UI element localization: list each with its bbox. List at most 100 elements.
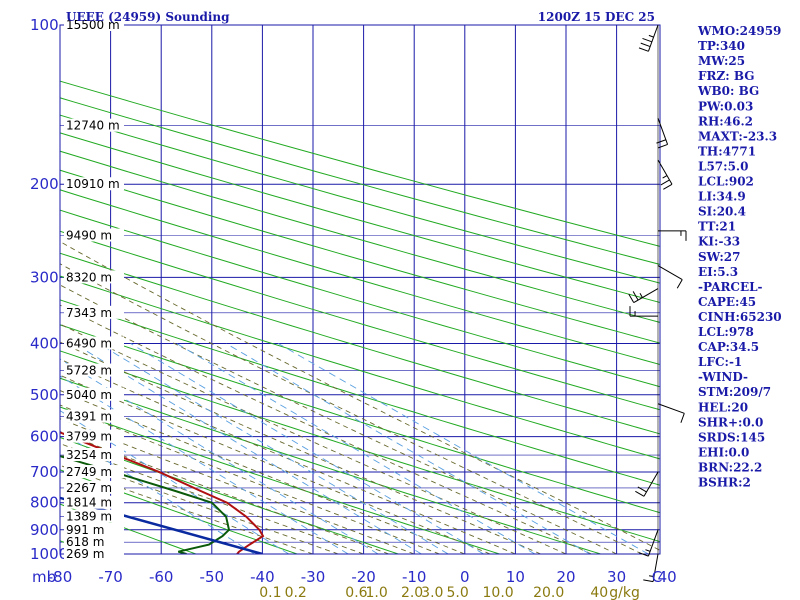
index-line: WMO:24959: [697, 24, 781, 38]
height-label-background: [64, 522, 124, 536]
dry-adiabat-line: [60, 189, 660, 366]
index-line: BSHR:2: [698, 476, 751, 490]
index-line: MAXT:-23.3: [698, 129, 777, 143]
temperature-tick-label: -60: [149, 568, 174, 586]
parcel-path-line: [60, 496, 263, 554]
wind-barb: [657, 403, 685, 423]
temperature-unit-label: C: [652, 568, 662, 586]
wind-barb-shaft: [657, 403, 685, 414]
moist-adiabat-line: [60, 341, 541, 554]
dry-adiabat-line: [60, 350, 660, 543]
height-label-background: [64, 118, 124, 132]
index-line: KI:-33: [698, 235, 740, 249]
moist-adiabat-line: [60, 263, 643, 554]
temperature-tick-label: 10: [506, 568, 525, 586]
temperature-tick-label: 40: [658, 568, 677, 586]
height-label: 1814 m: [66, 496, 112, 510]
moist-adiabat-line: [60, 454, 339, 554]
index-line: TT:21: [698, 220, 736, 234]
dry-adiabat-line: [60, 324, 660, 514]
index-line: HEL:20: [698, 400, 748, 414]
index-line: -WIND-: [698, 370, 748, 384]
wind-barb-flag: [638, 552, 649, 557]
mixing-ratio-label: 1.0: [366, 585, 388, 600]
index-line: BRN:22.2: [698, 460, 762, 474]
mixing-ratio-line: [225, 343, 591, 554]
temperature-tick-label: -50: [200, 568, 225, 586]
wind-barb-shaft: [647, 24, 659, 52]
mixing-ratio-label: 2.0: [401, 585, 423, 600]
index-line: EI:5.3: [698, 265, 738, 279]
wind-barb: [638, 529, 659, 557]
height-label-background: [64, 363, 124, 377]
index-line: TH:4771: [698, 144, 756, 158]
temperature-tick-label: 30: [607, 568, 626, 586]
dry-adiabat-line: [60, 209, 660, 388]
moist-adiabat-line: [60, 323, 567, 554]
index-line: CINH:65230: [698, 310, 782, 324]
pressure-tick-label: 1000: [30, 545, 68, 563]
moist-adiabat-line: [60, 390, 465, 554]
height-label: 3254 m: [66, 448, 112, 462]
temperature-tick-label: -80: [48, 568, 73, 586]
wind-barb-flag: [637, 486, 647, 493]
wind-barb-shaft: [652, 553, 659, 582]
wind-barb-flag: [632, 291, 639, 301]
pressure-tick-label: 800: [30, 494, 59, 512]
index-line: SHR+:0.0: [698, 415, 763, 429]
mixing-ratio-label: 10.0: [483, 585, 514, 600]
wind-barb-flag: [638, 47, 649, 52]
temperature-tick-label: -10: [402, 568, 427, 586]
height-label: 3799 m: [66, 430, 112, 444]
wind-barb-half-flag: [649, 575, 655, 578]
height-label-background: [64, 177, 124, 191]
moist-adiabat-layer: [60, 241, 660, 554]
index-line: EHI:0.0: [698, 445, 749, 459]
height-label: 7343 m: [66, 306, 112, 320]
temperature-tick-label: 20: [556, 568, 575, 586]
height-label-background: [64, 409, 124, 423]
pressure-tick-label: 700: [30, 463, 59, 481]
wind-barb: [658, 230, 687, 241]
dry-adiabat-layer: [60, 80, 660, 554]
moist-adiabat-line: [60, 241, 660, 551]
wind-barb-half-flag: [639, 292, 643, 298]
temperature-profile-line: [60, 431, 265, 554]
wind-barb: [638, 24, 659, 52]
wind-barb-half-flag: [648, 34, 654, 38]
height-label: 8320 m: [66, 270, 112, 284]
temperature-tick-label: -70: [98, 568, 123, 586]
dry-adiabat-line: [60, 436, 400, 554]
mixing-ratio-line: [130, 343, 484, 554]
wind-barb-shaft: [657, 265, 683, 281]
height-label-background: [64, 305, 124, 319]
mixing-ratio-label: 5.0: [446, 585, 468, 600]
height-label: 6490 m: [66, 336, 112, 350]
moist-adiabat-line: [60, 443, 364, 554]
height-label-background: [64, 228, 124, 242]
wind-barb-shaft: [633, 288, 659, 304]
wind-barb-half-flag: [645, 549, 651, 552]
height-label-background: [64, 509, 124, 523]
moist-adiabat-line: [60, 358, 516, 554]
height-label: 2267 m: [66, 481, 112, 495]
moist-adiabat-line: [60, 431, 390, 554]
pressure-tick-label: 100: [30, 16, 59, 34]
dry-adiabat-line: [60, 469, 299, 554]
pressure-tick-label: 600: [30, 428, 59, 446]
index-line: CAP:34.5: [698, 340, 759, 354]
dry-adiabat-line: [60, 114, 660, 284]
wind-barb-flag: [658, 143, 668, 149]
mixing-ratio-label: 0.2: [285, 585, 307, 600]
chart-title: UEEE (24959) Sounding: [66, 10, 230, 24]
index-line: MW:25: [698, 54, 745, 68]
wind-barb: [643, 553, 659, 583]
wind-barb-flag: [642, 37, 653, 43]
height-label: 15500 m: [66, 18, 120, 32]
index-line: LI:34.9: [698, 190, 746, 204]
wind-barb-shaft: [647, 529, 659, 557]
height-label: 5040 m: [66, 388, 112, 402]
